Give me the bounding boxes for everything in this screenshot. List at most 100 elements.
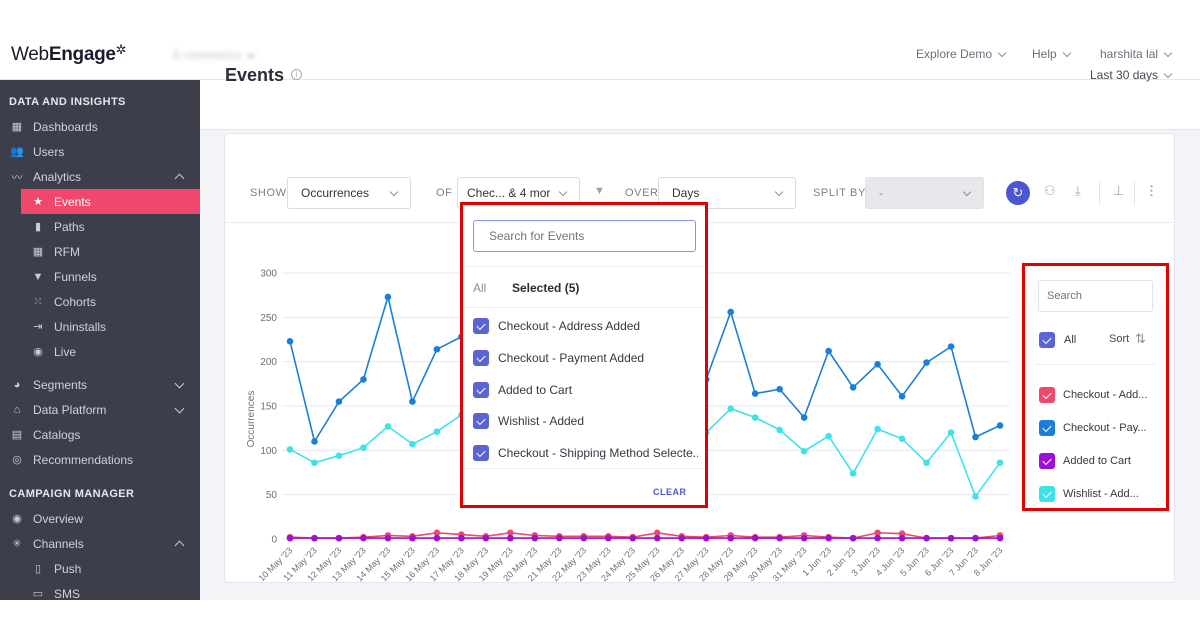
sidebar-item-uninstalls[interactable]: ⇥ Uninstalls [0,314,200,339]
date-range-selector[interactable]: Last 30 days [1090,68,1173,82]
legend-item[interactable]: Wishlist - Add... [1039,485,1159,503]
data-point[interactable] [458,534,465,542]
checkbox-checked-icon[interactable] [473,318,489,334]
sidebar-item-funnels[interactable]: ▼ Funnels [0,264,200,289]
data-point[interactable] [360,444,367,451]
data-point[interactable] [776,385,783,393]
sidebar-item-channels[interactable]: ✳ Channels [0,531,200,556]
data-point[interactable] [556,534,563,542]
data-point[interactable] [751,414,759,421]
data-point[interactable] [996,459,1004,467]
data-point[interactable] [898,435,906,443]
checkbox-checked-icon[interactable] [473,350,489,366]
data-point[interactable] [874,529,881,537]
data-point[interactable] [996,422,1004,429]
webengage-logo[interactable]: WebEngage✲ [11,42,127,66]
data-point[interactable] [335,452,343,459]
data-point[interactable] [825,534,832,542]
data-point[interactable] [531,534,539,542]
data-point[interactable] [727,308,734,316]
event-option[interactable]: Checkout - Address Added [473,316,698,336]
user-menu[interactable]: harshita lal [1100,47,1173,61]
show-select[interactable]: Occurrences [287,177,411,209]
data-point[interactable] [286,446,294,453]
data-point[interactable] [972,493,979,500]
compare-icon[interactable]: ⚇ [1044,183,1056,198]
download-icon[interactable]: ⤓ [1075,183,1081,198]
data-point[interactable] [800,447,808,455]
legend-select-all[interactable]: All [1039,332,1076,348]
data-point[interactable] [433,345,441,353]
sidebar-item-dashboards[interactable]: ▦ Dashboards [0,114,200,139]
data-point[interactable] [629,534,637,542]
data-point[interactable] [311,459,318,467]
event-option[interactable]: Checkout - Shipping Method Selecte... [473,443,698,463]
event-option[interactable]: Wishlist - Added [473,411,698,431]
sidebar-item-recommendations[interactable]: ◎ Recommendations [0,447,200,472]
data-point[interactable] [384,534,392,542]
info-icon[interactable]: i [291,69,302,80]
data-point[interactable] [678,534,686,542]
sidebar-item-sms[interactable]: ▭ SMS [0,581,200,601]
data-point[interactable] [849,470,857,477]
data-point[interactable] [335,398,343,405]
legend-sort-button[interactable]: Sort [1109,333,1130,345]
checkbox-checked-icon[interactable] [473,413,489,429]
data-point[interactable] [311,438,318,445]
data-point[interactable] [360,376,367,383]
sidebar-item-users[interactable]: 👥 Users [0,139,200,164]
clear-button[interactable]: CLEAR [653,487,687,497]
pin-icon[interactable]: ⊥ [1113,183,1125,198]
data-point[interactable] [751,534,759,542]
data-point[interactable] [849,384,857,391]
data-point[interactable] [482,534,490,542]
sidebar-item-analytics[interactable]: 〰 Analytics [0,164,200,189]
data-point[interactable] [384,293,392,301]
data-point[interactable] [874,361,881,368]
help-menu[interactable]: Help [1032,47,1071,61]
data-point[interactable] [286,534,294,542]
data-point[interactable] [849,534,857,542]
data-point[interactable] [825,432,832,440]
checkbox-checked-icon[interactable] [473,382,489,398]
checkbox-checked-icon[interactable] [473,445,489,461]
sidebar-item-paths[interactable]: ▮ Paths [0,214,200,239]
checkbox-checked-icon[interactable] [1039,387,1055,403]
project-selector[interactable]: E-commerce [173,48,256,62]
filter-icon[interactable]: ▼ [594,185,605,197]
data-point[interactable] [727,405,734,412]
data-point[interactable] [947,429,955,436]
data-point[interactable] [874,425,881,433]
data-point[interactable] [751,390,759,397]
data-point[interactable] [409,534,416,542]
data-point[interactable] [653,534,661,542]
legend-item[interactable]: Added to Cart [1039,452,1159,470]
sidebar-item-rfm[interactable]: ▦ RFM [0,239,200,264]
data-point[interactable] [702,534,710,542]
data-point[interactable] [947,534,955,542]
data-point[interactable] [409,440,416,448]
data-point[interactable] [335,534,343,542]
data-point[interactable] [360,534,367,542]
sidebar-item-live[interactable]: ◉ Live [0,339,200,364]
checkbox-checked-icon[interactable] [1039,332,1055,348]
data-point[interactable] [825,347,832,355]
event-option[interactable]: Added to Cart [473,380,698,400]
data-point[interactable] [996,534,1004,542]
legend-item[interactable]: Checkout - Add... [1039,386,1159,404]
more-options-icon[interactable]: ⋮ [1145,183,1158,198]
data-point[interactable] [874,534,881,542]
legend-search-input[interactable] [1038,280,1153,312]
data-point[interactable] [923,534,930,542]
data-point[interactable] [604,534,612,542]
checkbox-checked-icon[interactable] [1039,486,1055,502]
data-point[interactable] [311,534,318,542]
checkbox-checked-icon[interactable] [1039,453,1055,469]
data-point[interactable] [433,428,441,436]
data-point[interactable] [433,534,441,542]
data-point[interactable] [507,534,514,542]
sidebar-item-push[interactable]: ▯ Push [0,556,200,581]
sort-icon[interactable]: ⇅ [1135,331,1146,346]
sidebar-item-segments[interactable]: ◕ Segments [0,372,200,397]
search-events-input[interactable] [473,220,696,252]
